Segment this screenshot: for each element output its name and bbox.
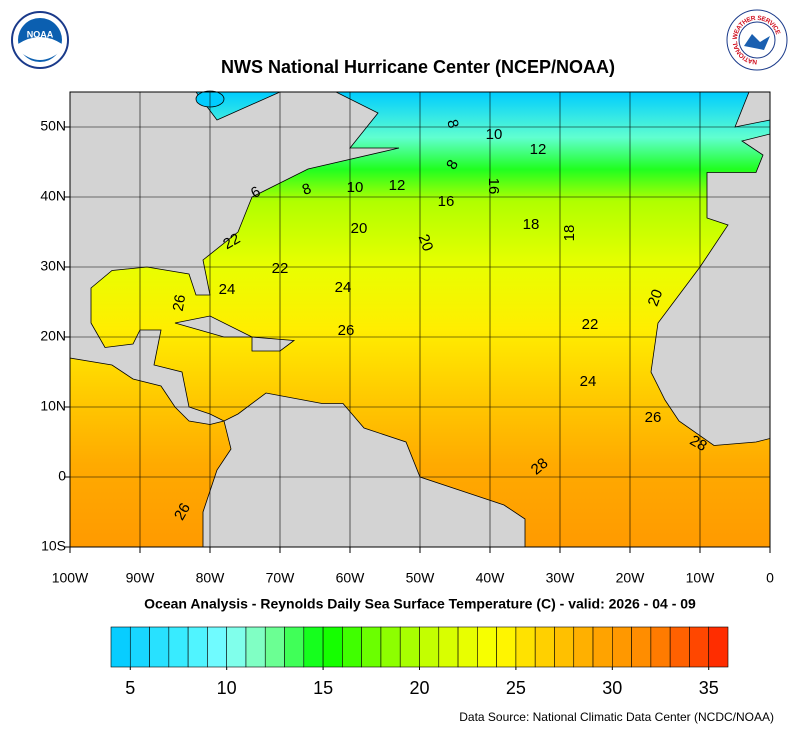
colorbar-cell: [612, 626, 632, 668]
land: [69, 90, 771, 548]
lon-label: 20W: [616, 570, 646, 586]
contour-label: 16: [438, 193, 455, 210]
colorbar-cell: [168, 626, 189, 668]
lon-label: 40W: [476, 570, 506, 586]
lon-label: 80W: [196, 570, 226, 586]
lat-label: 50N: [40, 118, 66, 134]
colorbar-cell: [496, 626, 517, 668]
contour-label: 22: [220, 230, 243, 253]
contour-label: 26: [170, 293, 190, 312]
contour-label: 18: [561, 225, 578, 242]
lon-label: 60W: [336, 570, 366, 586]
contour-label: 22: [582, 316, 599, 333]
lat-label: 20N: [40, 328, 66, 344]
colorbar-cell: [264, 626, 285, 668]
landmass: [202, 392, 526, 548]
contour-label: 26: [171, 500, 194, 523]
noaa-logo: NOAA: [11, 11, 69, 69]
lat-label: 40N: [40, 188, 66, 204]
lon-label: 90W: [126, 570, 156, 586]
colorbar-cell: [380, 626, 401, 668]
colorbar-label: 10: [217, 678, 237, 698]
colorbar-cell: [631, 626, 652, 668]
colorbar-cell: [592, 626, 613, 668]
colorbar-cell: [419, 626, 440, 668]
colorbar-cell: [361, 626, 382, 668]
lon-label: 100W: [52, 570, 89, 586]
contour-label: 12: [389, 177, 406, 194]
colorbar-cell: [110, 626, 131, 668]
colorbar-cell: [650, 626, 671, 668]
lat-label: 10S: [41, 538, 66, 554]
colorbar-label: 15: [313, 678, 333, 698]
contour-label: 18: [523, 216, 540, 233]
overlay: 100W 90W 80W 70W 60W 50W 40W 30W 20W 10W 0 10S 0 10N 2…: [40, 91, 774, 586]
contour-label: 20: [645, 287, 667, 308]
colorbar-label: 20: [409, 678, 429, 698]
colorbar-cell: [226, 626, 247, 668]
lon-label: 70W: [266, 570, 296, 586]
colorbar-cell: [669, 626, 690, 668]
lat-label: 30N: [40, 258, 66, 274]
contour-label: 16: [485, 178, 502, 195]
colorbar-cell: [438, 626, 459, 668]
colorbar-cell: [573, 626, 594, 668]
lon-label: 10W: [686, 570, 716, 586]
lon-label: 50W: [406, 570, 436, 586]
contour-label: 20: [351, 220, 368, 237]
colorbar-cell: [689, 626, 710, 668]
colorbar-cell: [245, 626, 266, 668]
title: NWS National Hurricane Center (NCEP/NOAA…: [221, 57, 615, 77]
contour-label: 22: [272, 260, 289, 277]
contour-label: 10: [486, 126, 503, 143]
lat-label: 0: [58, 468, 66, 484]
landmass: [650, 133, 771, 446]
colorbar-label: 30: [602, 678, 622, 698]
colorbar-cell: [554, 626, 575, 668]
contour-label: 10: [347, 179, 364, 196]
colorbar-cell: [149, 626, 170, 668]
subtitle: Ocean Analysis - Reynolds Daily Sea Surf…: [144, 596, 696, 612]
contour-label: 24: [580, 373, 597, 390]
colorbar-cell: [457, 626, 478, 668]
colorbar-label: 5: [125, 678, 135, 698]
colorbar-cell: [342, 626, 362, 668]
colorbar-cell: [477, 626, 497, 668]
nws-logo: NATIONAL WEATHER SERVICE: [726, 9, 788, 71]
lon-label: 30W: [546, 570, 576, 586]
colorbar-cell: [399, 626, 420, 668]
colorbar-cell: [708, 626, 729, 668]
contour-label: 24: [335, 279, 352, 296]
colorbar-cell: [284, 626, 305, 668]
colorbar-cell: [515, 626, 536, 668]
contour-label: 26: [645, 409, 662, 426]
colorbar-cell: [303, 626, 324, 668]
colorbar-cell: [129, 626, 150, 668]
contour-label: 20: [415, 232, 437, 253]
logo-text: NOAA: [27, 29, 54, 39]
contour-label: 28: [687, 432, 710, 455]
contour-label: 26: [338, 322, 355, 339]
contour-label: 24: [219, 281, 236, 298]
contour-label: 12: [530, 141, 547, 158]
colorbar-cell: [322, 626, 343, 668]
colorbar: 5 10 15 20 25 30 35: [110, 626, 729, 698]
lon-label: 0: [766, 570, 774, 586]
colorbar-cell: [534, 626, 555, 668]
lat-label: 10N: [40, 398, 66, 414]
colorbar-label: 35: [699, 678, 719, 698]
colorbar-label: 25: [506, 678, 526, 698]
colorbar-cell: [187, 626, 208, 668]
colorbar-cell: [207, 626, 227, 668]
source: Data Source: National Climatic Data Cent…: [459, 710, 774, 724]
